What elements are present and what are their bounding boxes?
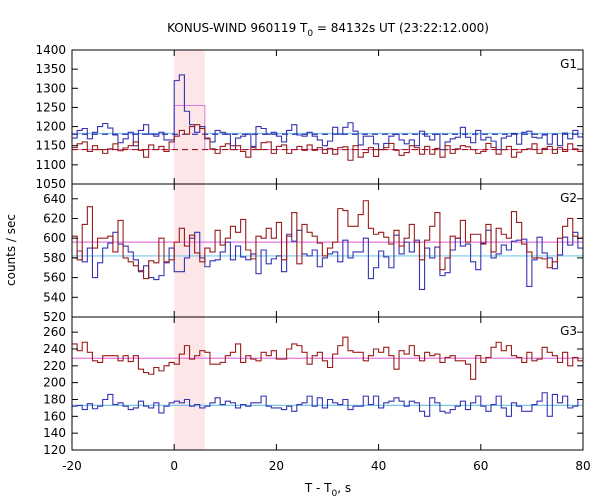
panel-g1-series-red [72, 124, 583, 161]
x-tick-label: 20 [269, 459, 284, 473]
panel-g2-series-red [72, 200, 583, 280]
x-tick-label: 60 [473, 459, 488, 473]
y-tick-label: 640 [43, 192, 66, 206]
chart-title-rest: = 84132s UT (23:22:12.000) [313, 21, 489, 35]
x-tick-label: -20 [62, 459, 82, 473]
y-tick-label: 140 [43, 426, 66, 440]
panel-g3-plot [72, 336, 583, 417]
panel-g2-label: G2 [560, 191, 577, 205]
y-tick-label: 120 [43, 443, 66, 457]
x-tick-label: 0 [170, 459, 178, 473]
y-tick-label: 1400 [35, 43, 66, 57]
y-tick-label: 1150 [35, 139, 66, 153]
x-tick-label: 80 [575, 459, 590, 473]
x-axis-label: T - T0, s [304, 481, 351, 499]
y-tick-label: 260 [43, 325, 66, 339]
y-tick-label: 1050 [35, 177, 66, 191]
panel-g3-label: G3 [560, 324, 577, 338]
y-tick-label: 580 [43, 251, 66, 265]
panel-g2-plot [72, 200, 583, 290]
y-tick-label: 1250 [35, 100, 66, 114]
chart-title-main: KONUS-WIND 960119 T [167, 21, 308, 35]
y-tick-label: 1200 [35, 120, 66, 134]
y-tick-label: 560 [43, 271, 66, 285]
panel-g1-frame [71, 49, 584, 185]
x-axis-label-main: T - T [304, 481, 332, 495]
panel-g1-label: G1 [560, 57, 577, 71]
y-tick-label: 1100 [35, 158, 66, 172]
y-tick-label: 220 [43, 359, 66, 373]
y-tick-label: 600 [43, 231, 66, 245]
y-tick-label: 200 [43, 376, 66, 390]
y-tick-label: 240 [43, 342, 66, 356]
panel-g1-series-blue [72, 74, 583, 151]
y-tick-label: 1300 [35, 81, 66, 95]
chart-title-sub: 0 [307, 29, 313, 39]
x-axis-label-sub: 0 [332, 489, 338, 499]
y-tick-label: 540 [43, 290, 66, 304]
chart-title: KONUS-WIND 960119 T0 = 84132s UT (23:22:… [167, 21, 489, 39]
y-tick-label: 1350 [35, 62, 66, 76]
y-tick-label: 160 [43, 409, 66, 423]
y-tick-label: 180 [43, 392, 66, 406]
y-tick-label: 620 [43, 211, 66, 225]
panel-g2-series-blue [72, 229, 583, 290]
x-tick-label: 40 [371, 459, 386, 473]
y-axis-label: counts / sec [4, 214, 18, 286]
panel-g3-series-blue [72, 392, 583, 417]
y-tick-label: 520 [43, 310, 66, 324]
x-axis-label-rest: , s [337, 481, 351, 495]
panel-g3-frame [71, 316, 584, 451]
panel-g3-series-red [72, 336, 583, 380]
panel-g1-plot [72, 74, 583, 161]
